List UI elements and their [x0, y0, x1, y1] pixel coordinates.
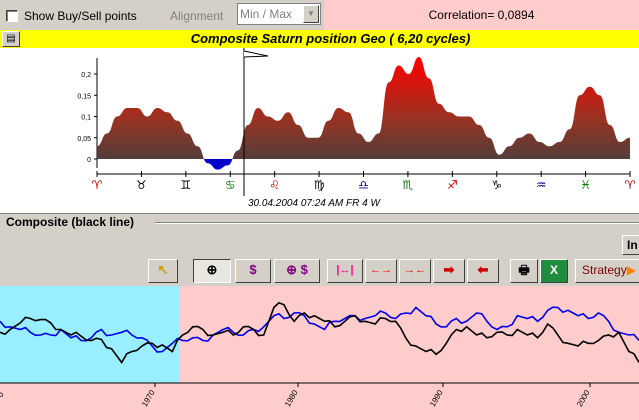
chevron-down-icon[interactable]: ▼ — [303, 5, 319, 23]
zodiac-sign: ♐ — [447, 178, 458, 192]
y-axis: 0,2 0,15 0,1 0,05 0 — [77, 58, 98, 168]
in-button[interactable]: In — [622, 235, 639, 255]
title-bar — [0, 30, 639, 48]
play-icon: ▶ — [626, 263, 636, 277]
zodiac-sign: ♒ — [536, 178, 547, 192]
y-tick-label: 0 — [87, 157, 91, 164]
negative-area — [97, 159, 630, 170]
y-tick-label: 0,15 — [77, 93, 91, 100]
zodiac-sign: ♈ — [625, 178, 636, 192]
zodiac-sign: ♉ — [136, 178, 147, 192]
y-tick-label: 0,2 — [81, 72, 91, 79]
print-icon[interactable]: ▤ — [2, 31, 20, 47]
zodiac-sign: ♍ — [314, 178, 325, 192]
price-scale-button[interactable]: $ — [235, 259, 271, 283]
alignment-value: Min / Max — [240, 7, 293, 21]
excel-export-button[interactable]: X — [540, 259, 568, 283]
zoom-tool-button[interactable]: ⊕ — [193, 259, 231, 283]
shrink-button[interactable]: →← — [399, 259, 431, 283]
zodiac-sign: ♋ — [225, 178, 236, 192]
zoom-price-button[interactable]: ⊕ $ — [274, 259, 320, 283]
zodiac-sign: ♎ — [358, 178, 369, 192]
zodiac-sign: ♏ — [403, 178, 414, 192]
correlation-value: Correlation= 0,0894 — [428, 8, 535, 22]
correlation-panel: Correlation= 0,0894 — [324, 0, 639, 30]
chart-title: Composite Saturn position Geo ( 6,20 cyc… — [190, 31, 471, 46]
composite-section-title: Composite (black line) — [6, 215, 135, 229]
price-line — [0, 306, 639, 353]
strategy-button[interactable]: Strategy▶ — [575, 259, 639, 283]
saturn-position-chart[interactable]: 0,2 0,15 0,1 0,05 0 ♈ ♉ ♊ ♋ ♌ ♍ ♎ ♏ ♐ ♑ ♒ ♓ ♈ 30.04.2004… — [0, 48, 639, 213]
strategy-label: Strategy — [582, 263, 627, 277]
show-buy-sell-checkbox[interactable] — [6, 10, 18, 22]
show-buy-sell-label[interactable]: Show Buy/Sell points — [24, 9, 137, 23]
highlighted-period — [0, 286, 180, 383]
composite-area — [97, 57, 630, 170]
x-tick-label: 0 — [0, 390, 6, 399]
alignment-label: Alignment — [170, 9, 224, 23]
zodiac-sign: ♊ — [180, 178, 191, 192]
scroll-left-button[interactable]: ⬅ — [467, 259, 499, 283]
y-tick-label: 0,05 — [77, 136, 91, 143]
section-divider — [155, 222, 639, 224]
expand-button[interactable]: ←→ — [365, 259, 397, 283]
composite-vs-price-chart[interactable]: 0 1970 1980 1990 2000 — [0, 286, 639, 420]
scroll-right-button[interactable]: ➡ — [433, 259, 465, 283]
cursor-date-label: 30.04.2004 07:24 AM FR 4 W — [248, 198, 381, 209]
pointer-tool-button[interactable]: ↖ — [148, 259, 178, 283]
cursor-flag-icon[interactable] — [243, 50, 269, 58]
zodiac-axis: ♈ ♉ ♊ ♋ ♌ ♍ ♎ ♏ ♐ ♑ ♒ ♓ ♈ — [92, 171, 636, 192]
zodiac-sign: ♌ — [269, 178, 280, 192]
positive-area — [97, 57, 630, 159]
print-button[interactable]: 🖶 — [510, 259, 538, 283]
zodiac-sign: ♈ — [92, 178, 103, 192]
alignment-select[interactable]: Min / Max ▼ — [237, 3, 321, 25]
composite-line — [0, 301, 639, 364]
zodiac-sign: ♓ — [580, 178, 591, 192]
zodiac-sign: ♑ — [491, 178, 502, 192]
fit-width-button[interactable]: |↔| — [327, 259, 363, 283]
y-tick-label: 0,1 — [81, 115, 91, 122]
series-lines — [0, 301, 639, 364]
